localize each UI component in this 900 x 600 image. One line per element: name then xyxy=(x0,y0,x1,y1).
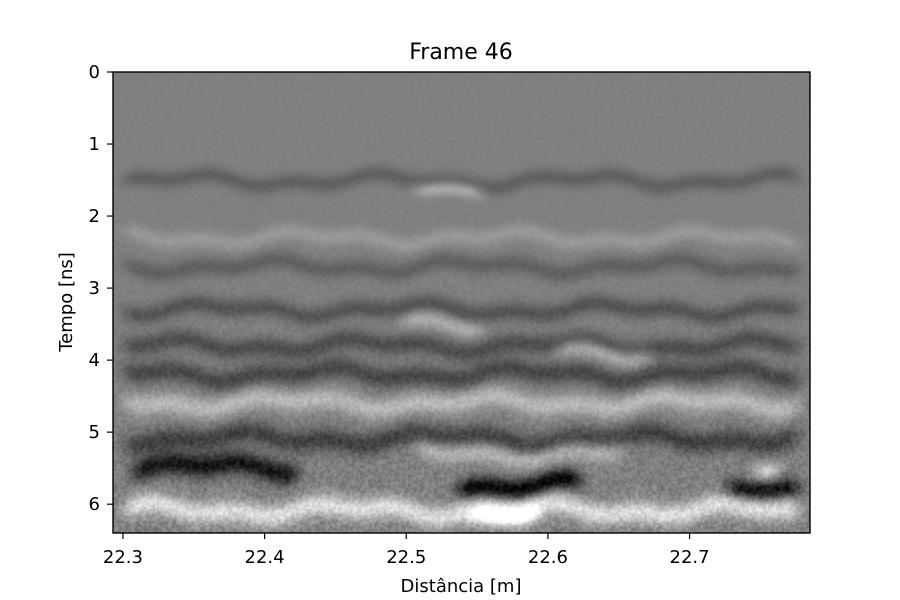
x-tick-label: 22.4 xyxy=(245,547,285,568)
y-tick-label: 2 xyxy=(89,206,100,227)
radargram-image xyxy=(113,72,810,533)
chart-title: Frame 46 xyxy=(409,40,513,65)
x-axis: 22.3 22.4 22.5 22.6 22.7 xyxy=(103,533,710,568)
y-axis-label: Tempo [ns] xyxy=(56,252,77,353)
y-tick-label: 4 xyxy=(89,350,100,371)
y-tick-label: 1 xyxy=(89,134,100,155)
x-tick-label: 22.5 xyxy=(386,547,426,568)
x-tick-label: 22.3 xyxy=(103,547,143,568)
x-tick-label: 22.7 xyxy=(670,547,710,568)
plot-frame xyxy=(112,71,811,534)
x-axis-label: Distância [m] xyxy=(401,576,522,597)
y-tick-label: 6 xyxy=(89,494,100,515)
y-tick-label: 3 xyxy=(89,278,100,299)
x-tick-label: 22.6 xyxy=(528,547,568,568)
y-tick-label: 0 xyxy=(89,62,100,83)
y-tick-label: 5 xyxy=(89,422,100,443)
y-axis: 0 1 2 3 4 5 6 xyxy=(89,62,113,515)
